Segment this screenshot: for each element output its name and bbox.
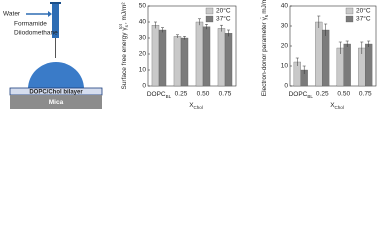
y-axis-label-part: - bbox=[258, 17, 263, 19]
legend-label: 37°C bbox=[216, 15, 231, 23]
error-bar bbox=[345, 40, 349, 47]
error-bar bbox=[175, 34, 179, 38]
error-bar bbox=[197, 18, 201, 26]
bar bbox=[158, 29, 167, 87]
x-tick-label: 0.50 bbox=[337, 91, 350, 98]
chart: 0 10 20 30 40 50 Surface free energy γstot, mJ… bbox=[118, 2, 237, 110]
bar bbox=[195, 21, 204, 87]
substrate-label: Mica bbox=[49, 99, 64, 106]
x-tick-label: DOPCBL bbox=[289, 91, 314, 99]
y-axis-label-part: , mJ/m² bbox=[261, 0, 268, 17]
x-tick-label-part: DOPC bbox=[147, 91, 166, 98]
error-bar bbox=[367, 40, 371, 47]
x-axis-label-part: Chol bbox=[335, 105, 344, 110]
error-bar bbox=[219, 24, 223, 32]
liquid-label: Formamide bbox=[14, 21, 47, 28]
x-tick-label: 0.75 bbox=[359, 91, 372, 98]
error-bar bbox=[324, 23, 328, 36]
bar bbox=[315, 21, 323, 87]
x-tick-label: 0.50 bbox=[197, 91, 210, 98]
syringe-plunger bbox=[50, 2, 61, 4]
error-bar bbox=[338, 41, 342, 54]
x-tick-label: 0.25 bbox=[316, 91, 329, 98]
page: Water Formamide Diiodomethane DOPC/Chol … bbox=[0, 0, 378, 112]
legend-swatch bbox=[205, 7, 214, 15]
y-axis-label-part: s bbox=[264, 14, 269, 17]
y-axis-label: Electron-donor parameter γs-, mJ/m² bbox=[258, 0, 269, 96]
y-tick-label: 40 bbox=[139, 19, 147, 26]
legend-label: 37°C bbox=[356, 15, 371, 23]
plot-frame bbox=[147, 5, 237, 87]
x-axis-label: XChol bbox=[330, 102, 344, 110]
y-tick-label: 10 bbox=[139, 67, 147, 74]
figure: Water Formamide Diiodomethane DOPC/Chol … bbox=[3, 0, 377, 110]
x-tick-label: 0.25 bbox=[175, 91, 188, 98]
y-axis-label-part: Electron-donor parameter γ bbox=[261, 16, 268, 96]
y-axis-label: Surface free energy γstot, mJ/m² bbox=[118, 2, 129, 90]
mica bbox=[10, 95, 102, 109]
liquid-label: Diiodomethane bbox=[14, 30, 58, 37]
error-bar bbox=[227, 29, 231, 37]
x-axis-label-part: Chol bbox=[194, 105, 203, 110]
legend-label: 20°C bbox=[356, 7, 371, 15]
bar bbox=[173, 36, 182, 87]
y-tick-label: 20 bbox=[139, 51, 147, 58]
y-tick-label: 20 bbox=[281, 43, 289, 50]
bar bbox=[151, 25, 160, 87]
y-tick-label: 30 bbox=[281, 23, 289, 30]
y-tick-label: 50 bbox=[139, 3, 147, 10]
y-tick-label: 30 bbox=[139, 35, 147, 42]
y-tick-label: 40 bbox=[281, 3, 289, 10]
bar bbox=[322, 29, 330, 87]
x-tick-label-part: BL bbox=[166, 94, 172, 99]
arrow-head bbox=[48, 11, 52, 17]
legend-swatch bbox=[205, 15, 214, 23]
error-bar bbox=[295, 57, 299, 66]
error-bar bbox=[183, 36, 187, 40]
x-tick-label: DOPCBL bbox=[147, 91, 172, 99]
bar bbox=[217, 28, 226, 87]
y-axis-label-part: , mJ/m² bbox=[121, 2, 128, 24]
error-bar bbox=[161, 27, 165, 33]
legend-swatch bbox=[345, 15, 354, 23]
legend-label: 20°C bbox=[216, 7, 231, 15]
chart: 0 10 20 30 40 Electron-donor parameter γs-, m… bbox=[258, 0, 377, 110]
schematic: Water Formamide Diiodomethane DOPC/Chol … bbox=[3, 2, 103, 109]
x-tick-label-part: BL bbox=[307, 94, 313, 99]
y-axis-label-part: s bbox=[124, 24, 129, 27]
x-axis-label: XChol bbox=[189, 102, 203, 110]
droplet bbox=[28, 62, 84, 89]
error-bar bbox=[360, 41, 364, 54]
x-tick-label-part: DOPC bbox=[289, 91, 308, 98]
y-tick-label: 0 bbox=[284, 83, 288, 90]
x-axis-label-part: X bbox=[189, 102, 194, 109]
error-bar bbox=[205, 24, 209, 30]
bar bbox=[343, 43, 351, 87]
y-axis-label-part: tot bbox=[118, 23, 123, 29]
error-bar bbox=[302, 65, 306, 74]
x-tick-label: 0.75 bbox=[219, 91, 232, 98]
syringe bbox=[52, 2, 59, 38]
bar bbox=[202, 26, 211, 87]
y-tick-label: 10 bbox=[281, 63, 289, 70]
y-axis-label-part: Surface free energy γ bbox=[121, 27, 128, 90]
bar bbox=[224, 33, 233, 87]
bar bbox=[180, 37, 189, 87]
y-tick-label: 0 bbox=[142, 83, 146, 90]
liquid-label: Water bbox=[3, 11, 21, 18]
error-bar bbox=[153, 21, 157, 29]
x-axis-label-part: X bbox=[330, 102, 335, 109]
error-bar bbox=[317, 15, 321, 28]
legend-swatch bbox=[345, 7, 354, 15]
bar bbox=[365, 43, 373, 87]
bilayer-label: DOPC/Chol bilayer bbox=[29, 89, 83, 95]
